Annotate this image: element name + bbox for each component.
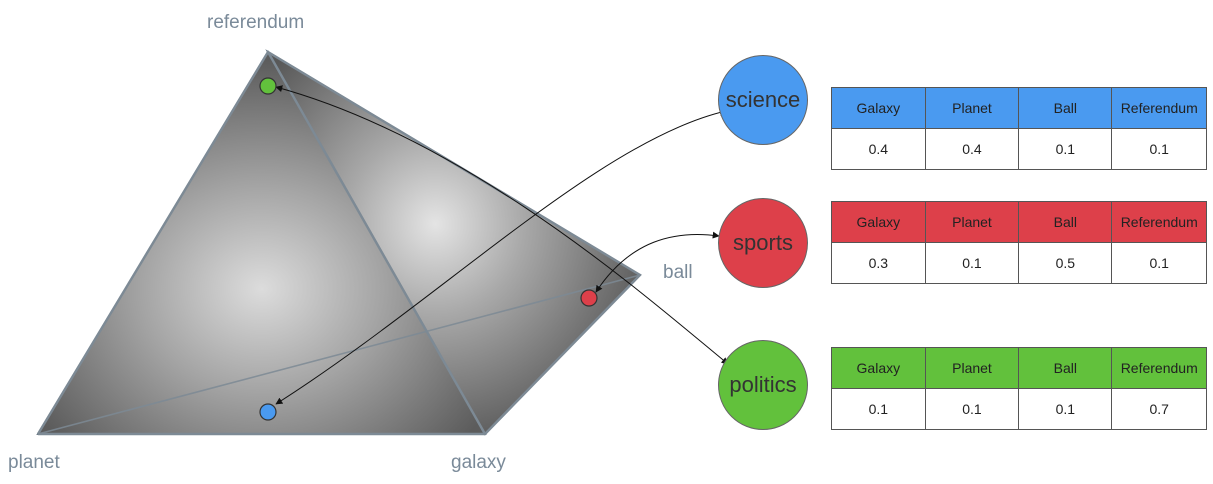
table-cell: 0.1 xyxy=(831,388,926,430)
table-header: Ball xyxy=(1018,87,1113,129)
table-header: Galaxy xyxy=(831,201,926,243)
sports-point xyxy=(580,289,598,307)
table-row: 0.4 0.4 0.1 0.1 xyxy=(831,128,1207,170)
topic-label: sports xyxy=(733,230,793,255)
arrow-science xyxy=(275,109,727,405)
table-cell: 0.1 xyxy=(1111,128,1207,170)
table-cell: 0.1 xyxy=(1018,128,1113,170)
table-cell: 0.4 xyxy=(924,128,1020,170)
topic-table-sports: Galaxy Planet Ball Referendum 0.3 0.1 0.… xyxy=(831,201,1207,284)
table-header: Galaxy xyxy=(831,87,926,129)
topic-table-politics: Galaxy Planet Ball Referendum 0.1 0.1 0.… xyxy=(831,347,1207,430)
table-header-row: Galaxy Planet Ball Referendum xyxy=(831,347,1207,389)
table-cell: 0.1 xyxy=(1111,242,1207,284)
table-header: Referendum xyxy=(1111,347,1207,389)
topic-label: science xyxy=(725,87,801,112)
table-header-row: Galaxy Planet Ball Referendum xyxy=(831,201,1207,243)
table-header: Ball xyxy=(1018,347,1113,389)
topic-circle-sports: sports xyxy=(718,198,808,288)
table-header: Planet xyxy=(924,347,1020,389)
table-cell: 0.1 xyxy=(1018,388,1113,430)
table-cell: 0.3 xyxy=(831,242,926,284)
topic-table-science: Galaxy Planet Ball Referendum 0.4 0.4 0.… xyxy=(831,87,1207,170)
table-cell: 0.5 xyxy=(1018,242,1113,284)
table-cell: 0.1 xyxy=(924,242,1020,284)
table-row: 0.1 0.1 0.1 0.7 xyxy=(831,388,1207,430)
table-cell: 0.7 xyxy=(1111,388,1207,430)
science-point xyxy=(259,403,277,421)
table-header: Planet xyxy=(924,87,1020,129)
vertex-label-referendum: referendum xyxy=(207,12,305,33)
table-header-row: Galaxy Planet Ball Referendum xyxy=(831,87,1207,129)
table-header: Referendum xyxy=(1111,87,1207,129)
politics-point xyxy=(259,77,277,95)
vertex-label-galaxy: galaxy xyxy=(451,452,506,473)
table-header: Planet xyxy=(924,201,1020,243)
table-header: Referendum xyxy=(1111,201,1207,243)
table-cell: 0.4 xyxy=(831,128,926,170)
table-cell: 0.1 xyxy=(924,388,1020,430)
table-header: Ball xyxy=(1018,201,1113,243)
vertex-label-ball: ball xyxy=(663,262,693,283)
topic-circle-science: science xyxy=(718,55,808,145)
table-row: 0.3 0.1 0.5 0.1 xyxy=(831,242,1207,284)
topic-circle-politics: politics xyxy=(718,340,808,430)
vertex-label-planet: planet xyxy=(8,452,60,473)
table-header: Galaxy xyxy=(831,347,926,389)
topic-label: politics xyxy=(729,372,797,397)
